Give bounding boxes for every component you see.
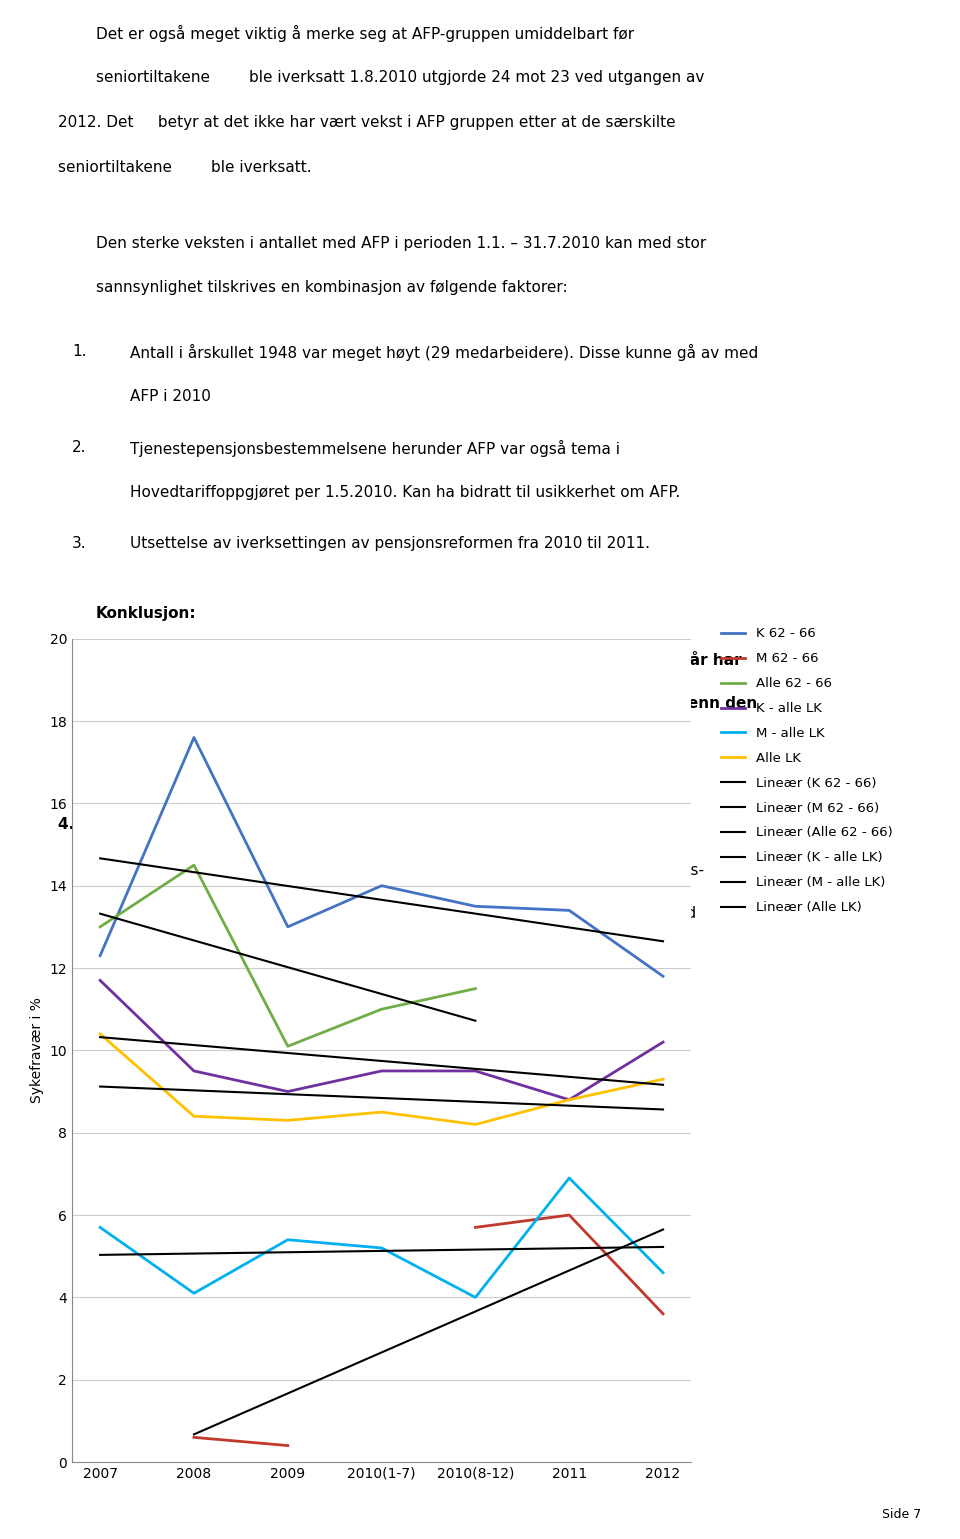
Text: seniortiltakene        ble iverksatt.: seniortiltakene ble iverksatt. (58, 160, 311, 174)
Text: Hovedtariffoppgjøret per 1.5.2010. Kan ha bidratt til usikkerhet om AFP.: Hovedtariffoppgjøret per 1.5.2010. Kan h… (130, 485, 680, 500)
Text: Den sterke veksten i antallet med AFP i perioden 1.1. – 31.7.2010 kan med stor: Den sterke veksten i antallet med AFP i … (96, 235, 707, 251)
Text: 1.: 1. (72, 345, 86, 359)
Text: seniortiltakene        ble iverksatt 1.8.2010 utgjorde 24 mot 23 ved utgangen av: seniortiltakene ble iverksatt 1.8.2010 u… (96, 69, 705, 85)
Text: 2.: 2. (72, 440, 86, 456)
Text: 3.: 3. (72, 536, 86, 551)
Text: Det er også meget viktig å merke seg at AFP-gruppen umiddelbart før: Det er også meget viktig å merke seg at … (96, 25, 635, 42)
Text: AFP i 2010: AFP i 2010 (130, 389, 210, 403)
Text: i aldersgruppen (62 – 66) år er sammenlignet med sykefraværs-: i aldersgruppen (62 – 66) år er sammenli… (206, 862, 705, 879)
Text: Sykefraværet: Sykefraværet (96, 862, 213, 876)
Text: Side 7: Side 7 (882, 1508, 922, 1521)
Y-axis label: Sykefravær i %: Sykefravær i % (30, 997, 44, 1103)
Text: utviklingen for alle ansatte hos Lunner kommune i perioden 2007 – 2012. Med: utviklingen for alle ansatte hos Lunner … (96, 906, 696, 922)
Text: sykefravær.: sykefravær. (96, 996, 185, 1011)
Text: 2012. Det     betyr at det ikke har vært vekst i AFP gruppen etter at de særskil: 2012. Det betyr at det ikke har vært vek… (58, 115, 675, 129)
Text: Utsettelse av iverksettingen av pensjonsreformen fra 2010 til 2011.: Utsettelse av iverksettingen av pensjons… (130, 536, 650, 551)
Text: Tjenestepensjonsbestemmelsene herunder AFP var også tema i: Tjenestepensjonsbestemmelsene herunder A… (130, 440, 619, 457)
Text: De særskilte individuelle seniortiltakene for aldersgruppen (62 – 66) år har: De særskilte individuelle seniortiltaken… (96, 651, 742, 668)
Text: Sykefravær medarbeidere (62 - 66) år, alle
medarbeidere, fordelt på kjønn: Sykefravær medarbeidere (62 - 66) år, al… (106, 683, 640, 733)
Text: sannsynlighet tilskrives en kombinasjon av følgende faktorer:: sannsynlighet tilskrives en kombinasjon … (96, 280, 567, 295)
Text: Antall i årskullet 1948 var meget høyt (29 medarbeidere). Disse kunne gå av med: Antall i årskullet 1948 var meget høyt (… (130, 345, 757, 362)
Text: Konklusjon:: Konklusjon: (96, 606, 197, 620)
Text: bidratt til at denne gruppen medarbeidere fortsetter lengre i arbeid enn den: bidratt til at denne gruppen medarbeider… (96, 696, 757, 711)
Text: ville gjort uten disse tiltakene.: ville gjort uten disse tiltakene. (96, 740, 360, 756)
Legend: K 62 - 66, M 62 - 66, Alle 62 - 66, K - alle LK, M - alle LK, Alle LK, Lineær (K: K 62 - 66, M 62 - 66, Alle 62 - 66, K - … (716, 622, 898, 919)
Text: sykefravær er det regnet med både egenmeldt (egen sykdom) og legemeldt: sykefravær er det regnet med både egenme… (96, 951, 684, 968)
Text: 4.2 Gir de særskilte individuelle tiltakene andre positive effekter?: 4.2 Gir de særskilte individuelle tiltak… (58, 817, 625, 831)
